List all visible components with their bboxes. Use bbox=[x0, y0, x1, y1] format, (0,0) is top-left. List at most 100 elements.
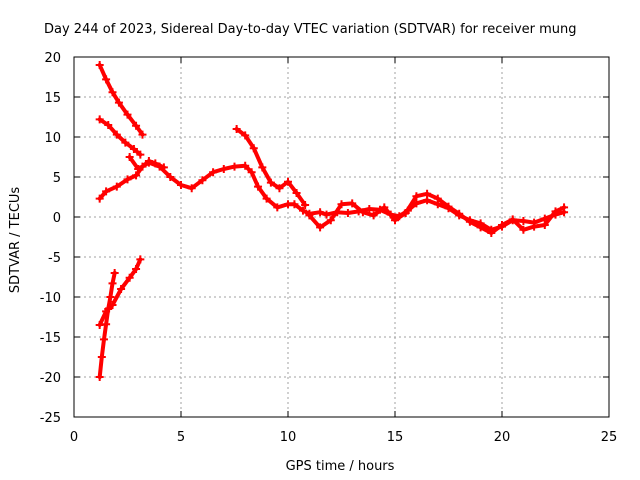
data-point-marker bbox=[99, 335, 108, 344]
tick-labels: 0 5 10 15 20 25 -25 -20 -15 -10 -5 0 5 10 15 20 bbox=[40, 51, 618, 445]
series-hump-trace bbox=[232, 125, 310, 209]
data-point-marker bbox=[530, 222, 539, 231]
data-point-marker bbox=[369, 211, 378, 220]
data-point-marker bbox=[95, 194, 104, 203]
data-point-marker bbox=[343, 209, 352, 217]
data-point-marker bbox=[322, 210, 331, 219]
data-point-marker bbox=[177, 181, 185, 189]
data-point-marker bbox=[298, 206, 307, 215]
data-point-marker bbox=[316, 208, 325, 217]
data-point-marker bbox=[136, 150, 145, 159]
data-point-marker bbox=[102, 307, 111, 316]
data-point-marker bbox=[123, 175, 132, 184]
data-point-marker bbox=[209, 168, 218, 177]
series-arc-lower-13 bbox=[95, 255, 145, 329]
series-arc-upper-19 bbox=[95, 61, 147, 139]
data-point-marker bbox=[241, 131, 250, 140]
data-point-marker bbox=[455, 209, 464, 218]
data-point-marker bbox=[433, 194, 442, 203]
x-tick-label: 25 bbox=[601, 430, 618, 445]
y-tick-label: -20 bbox=[40, 371, 61, 386]
data-point-marker bbox=[95, 61, 104, 69]
data-point-marker bbox=[232, 125, 241, 133]
data-point-marker bbox=[316, 223, 325, 232]
data-point-marker bbox=[102, 187, 111, 196]
data-point-marker bbox=[138, 130, 147, 139]
x-axis-label: GPS time / hours bbox=[286, 459, 395, 474]
data-point-marker bbox=[219, 165, 228, 173]
data-point-marker bbox=[112, 130, 121, 139]
data-point-marker bbox=[423, 189, 432, 198]
data-point-marker bbox=[108, 279, 117, 288]
y-tick-label: -25 bbox=[40, 411, 61, 426]
series-tail-trace bbox=[305, 189, 569, 237]
data-point-marker bbox=[391, 216, 399, 225]
data-point-marker bbox=[121, 138, 130, 147]
data-point-marker bbox=[125, 153, 134, 161]
data-point-marker bbox=[519, 217, 528, 225]
data-point-marker bbox=[247, 168, 256, 177]
data-point-marker bbox=[95, 373, 104, 381]
data-point-marker bbox=[97, 353, 106, 361]
data-point-marker bbox=[487, 229, 496, 237]
data-point-marker bbox=[519, 225, 528, 234]
data-point-marker bbox=[117, 285, 126, 293]
y-axis-label: SDTVAR / TECUs bbox=[8, 187, 23, 294]
series-arc-lower-20 bbox=[95, 269, 119, 381]
data-point-marker bbox=[540, 221, 549, 229]
data-point-marker bbox=[198, 176, 207, 185]
y-tick-label: -5 bbox=[48, 251, 61, 266]
data-point-marker bbox=[123, 110, 132, 119]
data-point-marker bbox=[241, 161, 250, 170]
data-point-marker bbox=[95, 321, 104, 329]
chart-title: Day 244 of 2023, Sidereal Day-to-day VTE… bbox=[44, 22, 577, 37]
data-point-marker bbox=[498, 221, 506, 229]
x-tick-label: 0 bbox=[70, 430, 78, 445]
x-tick-label: 15 bbox=[387, 430, 404, 445]
data-point-marker bbox=[305, 211, 314, 220]
data-point-marker bbox=[187, 184, 196, 193]
data-point-marker bbox=[476, 223, 485, 232]
data-point-marker bbox=[230, 162, 239, 171]
x-tick-label: 5 bbox=[177, 430, 185, 445]
data-point-marker bbox=[551, 207, 560, 216]
y-tick-label: -15 bbox=[40, 331, 61, 346]
x-tick-label: 20 bbox=[494, 430, 511, 445]
axis-ticks bbox=[73, 56, 610, 418]
data-point-marker bbox=[95, 115, 104, 124]
data-point-marker bbox=[110, 269, 119, 277]
y-tick-label: 5 bbox=[53, 171, 61, 186]
data-point-marker bbox=[104, 121, 113, 129]
data-point-marker bbox=[125, 273, 134, 282]
data-point-marker bbox=[266, 178, 275, 187]
data-point-marker bbox=[465, 217, 474, 226]
data-point-marker bbox=[326, 216, 335, 225]
data-point-marker bbox=[401, 209, 410, 217]
data-point-marker bbox=[102, 75, 111, 84]
data-point-marker bbox=[444, 202, 453, 211]
data-point-marker bbox=[275, 184, 284, 193]
data-point-marker bbox=[249, 144, 258, 153]
data-point-marker bbox=[134, 165, 143, 173]
data-point-marker bbox=[292, 189, 301, 197]
data-point-marker bbox=[358, 208, 367, 217]
data-point-marker bbox=[365, 205, 374, 213]
data-point-marker bbox=[136, 255, 145, 264]
data-point-marker bbox=[348, 199, 357, 208]
data-point-marker bbox=[412, 192, 421, 201]
data-point-marker bbox=[132, 171, 141, 180]
data-point-marker bbox=[380, 203, 389, 212]
data-point-marker bbox=[106, 293, 115, 301]
data-point-marker bbox=[129, 145, 138, 153]
grid-lines bbox=[74, 57, 609, 417]
plot-frame bbox=[73, 56, 610, 418]
data-point-marker bbox=[301, 201, 310, 209]
y-tick-label: -10 bbox=[40, 291, 61, 306]
data-point-marker bbox=[508, 215, 517, 224]
data-point-marker bbox=[132, 265, 141, 273]
data-point-marker bbox=[254, 182, 263, 191]
data-point-marker bbox=[108, 88, 117, 97]
y-tick-label: 15 bbox=[44, 91, 61, 106]
